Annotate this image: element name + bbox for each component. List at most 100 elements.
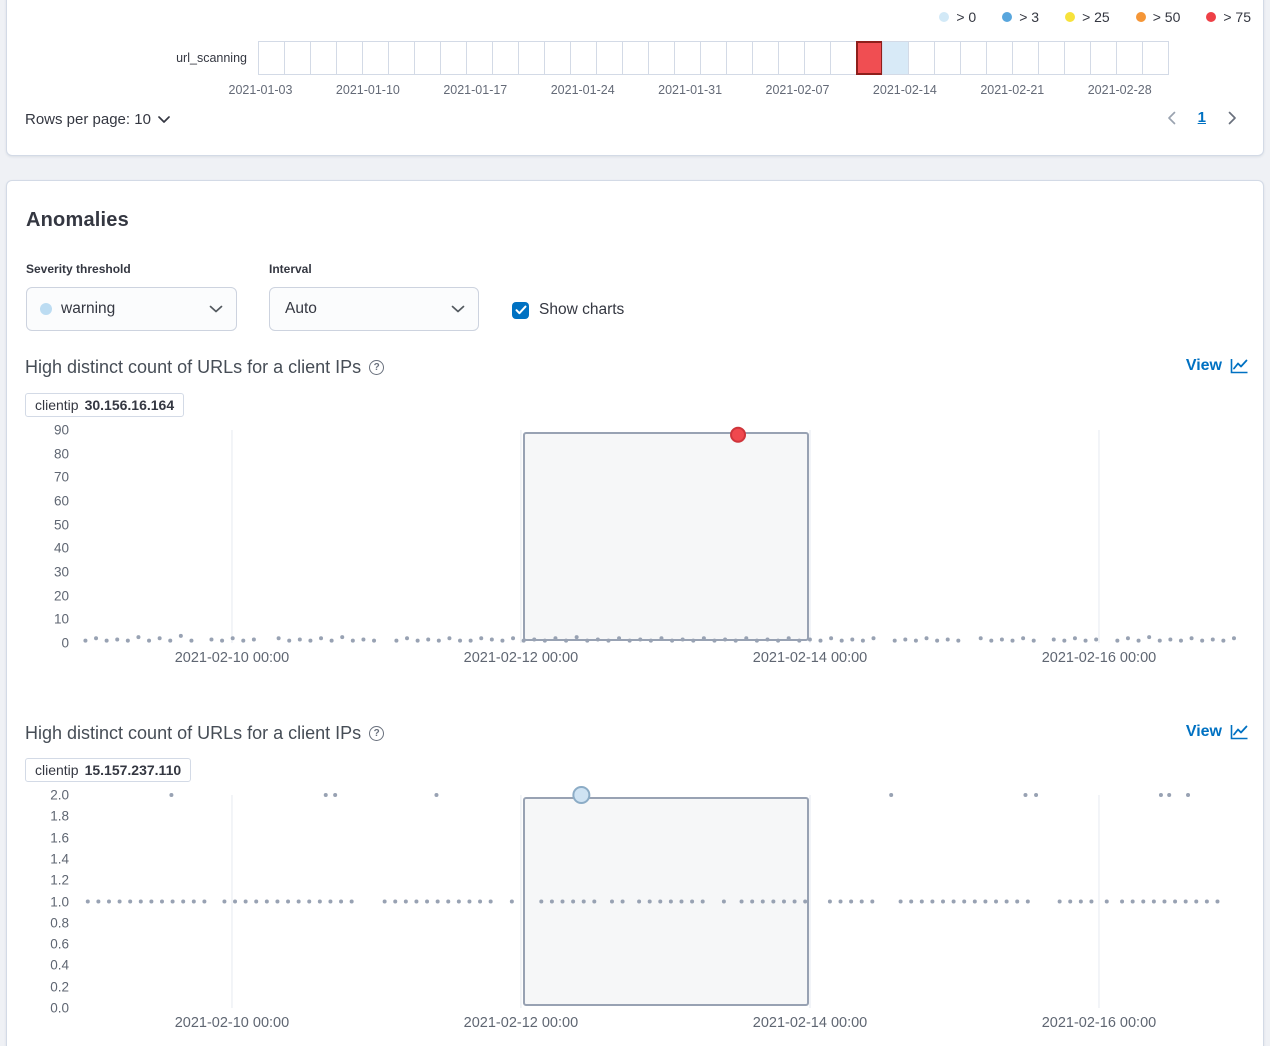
y-axis-tick-label: 1.6	[50, 830, 69, 846]
swimlane-cell[interactable]	[1012, 41, 1039, 75]
interval-select[interactable]: Auto	[269, 287, 479, 331]
chart-1-view-link[interactable]: View	[1186, 357, 1249, 375]
swimlane-cell[interactable]	[856, 41, 883, 75]
swimlane-cell[interactable]	[1038, 41, 1065, 75]
legend-item: > 75	[1206, 9, 1251, 25]
y-axis-tick-label: 0.6	[50, 936, 69, 952]
y-axis-tick-label: 0	[61, 635, 69, 651]
chevron-down-icon	[451, 305, 465, 313]
chevron-down-icon	[158, 116, 170, 123]
next-page-button[interactable]	[1228, 111, 1237, 125]
swimlane-cell[interactable]	[830, 41, 857, 75]
y-axis-tick-label: 60	[53, 493, 69, 509]
scatter-plot	[85, 786, 1220, 1008]
swimlane-cell[interactable]	[804, 41, 831, 75]
swimlane-cell[interactable]	[908, 41, 935, 75]
legend-label: > 25	[1082, 9, 1110, 25]
y-axis-tick-label: 0.0	[50, 1000, 69, 1016]
chevron-left-icon	[1167, 111, 1176, 124]
y-axis-tick-label: 70	[53, 469, 69, 485]
y-axis-tick-label: 50	[53, 517, 69, 533]
swimlane-cell[interactable]	[414, 41, 441, 75]
severity-dot-icon	[1065, 12, 1076, 22]
rows-per-page-button[interactable]: Rows per page: 10	[25, 111, 170, 128]
interval-value: Auto	[285, 300, 317, 317]
severity-threshold-label: Severity threshold	[26, 262, 131, 276]
scatter-plot	[83, 426, 1236, 643]
anomalies-title: Anomalies	[26, 209, 129, 231]
y-axis-tick-label: 80	[53, 446, 69, 462]
x-axis-tick-label: 2021-02-12 00:00	[463, 1015, 579, 1031]
swimlane-axis-label: 2021-01-31	[658, 83, 723, 97]
legend-item: > 0	[939, 9, 976, 25]
anomalies-panel: Anomalies Severity threshold warning Int…	[6, 180, 1264, 1046]
selected-interval-rect	[522, 797, 810, 1006]
legend-item: > 3	[1002, 9, 1039, 25]
swimlane-cell[interactable]	[986, 41, 1013, 75]
swimlane-cell[interactable]	[700, 41, 727, 75]
swimlane-cell[interactable]	[1116, 41, 1143, 75]
swimlane-axis-label: 2021-01-24	[550, 83, 615, 97]
swimlane-cell[interactable]	[466, 41, 493, 75]
x-axis-tick-label: 2021-02-16 00:00	[1041, 650, 1157, 666]
swimlane-cell[interactable]	[570, 41, 597, 75]
swimlane-axis-label: 2021-01-03	[228, 83, 293, 97]
chart-2-plot: 2.0 1.8 1.6 1.4 1.2 1.0 0.8 0.6 0.4 0.2 0.0 2021-02…	[25, 786, 1254, 1035]
y-axis-tick-label: 0.8	[50, 915, 69, 931]
x-axis-tick-label: 2021-02-12 00:00	[463, 650, 579, 666]
x-axis-tick-label: 2021-02-16 00:00	[1041, 1015, 1157, 1031]
chart-2-entity-badge: clientip 15.157.237.110	[25, 758, 192, 782]
swimlane-cell[interactable]	[258, 41, 285, 75]
y-axis-tick-label: 90	[53, 422, 69, 438]
severity-dot-icon	[1206, 12, 1217, 22]
swimlane-cell[interactable]	[882, 41, 909, 75]
x-axis: 2021-02-10 00:00 2021-02-12 00:00 2021-02-…	[25, 650, 1254, 670]
swimlane-cell[interactable]	[388, 41, 415, 75]
page-number-button[interactable]: 1	[1197, 109, 1206, 126]
swimlane-axis-label: 2021-01-10	[335, 83, 400, 97]
swimlane-cell[interactable]	[362, 41, 389, 75]
chart-1-plot: 90 80 70 60 50 40 30 20 10 0 2021-02-10 00:00 2021-…	[25, 423, 1254, 670]
chart-2-title: High distinct count of URLs for a client…	[25, 723, 385, 744]
swimlane-cell[interactable]	[1090, 41, 1117, 75]
x-axis: 2021-02-10 00:00 2021-02-12 00:00 2021-02-…	[25, 1015, 1254, 1035]
swimlane-cell[interactable]	[648, 41, 675, 75]
severity-threshold-select[interactable]: warning	[26, 287, 237, 331]
help-icon[interactable]: ?	[369, 360, 385, 375]
swimlane-cell[interactable]	[934, 41, 961, 75]
chart-2-view-link[interactable]: View	[1186, 723, 1249, 741]
swimlane-cell[interactable]	[778, 41, 805, 75]
legend-item: > 50	[1135, 9, 1180, 25]
swimlane-cell[interactable]	[726, 41, 753, 75]
anomaly-marker[interactable]	[730, 426, 747, 443]
show-charts-checkbox[interactable]: Show charts	[512, 301, 624, 319]
swimlane-cell[interactable]	[596, 41, 623, 75]
chart-1-header: High distinct count of URLs for a client…	[25, 357, 1249, 381]
swimlane-cell[interactable]	[622, 41, 649, 75]
legend-label: > 3	[1019, 9, 1040, 25]
swimlane-cell[interactable]	[284, 41, 311, 75]
swimlane-cell[interactable]	[336, 41, 363, 75]
help-icon[interactable]: ?	[369, 726, 385, 741]
previous-page-button[interactable]	[1167, 111, 1176, 125]
swimlane-cell[interactable]	[492, 41, 519, 75]
swimlane-cell[interactable]	[440, 41, 467, 75]
swimlane-cell[interactable]	[1142, 41, 1169, 75]
severity-dot-icon	[939, 12, 950, 22]
swimlane-cell[interactable]	[752, 41, 779, 75]
y-axis: 2.0 1.8 1.6 1.4 1.2 1.0 0.8 0.6 0.4 0.2 0.0	[25, 788, 69, 1016]
swimlane-cell[interactable]	[1064, 41, 1091, 75]
swimlane-cell[interactable]	[310, 41, 337, 75]
swimlane-cell[interactable]	[544, 41, 571, 75]
swimlane-cell[interactable]	[518, 41, 545, 75]
chevron-down-icon	[209, 305, 223, 313]
swimlane-cell[interactable]	[674, 41, 701, 75]
swimlane-cell[interactable]	[960, 41, 987, 75]
swimlane-axis-label: 2021-02-21	[980, 83, 1045, 97]
severity-legend: > 0 > 3 > 25 > 50 > 75	[939, 9, 1251, 25]
checkbox-check-icon	[512, 301, 529, 319]
severity-dot-icon	[40, 303, 52, 315]
rows-per-page-label: Rows per page: 10	[25, 111, 151, 128]
anomaly-marker[interactable]	[572, 786, 591, 804]
